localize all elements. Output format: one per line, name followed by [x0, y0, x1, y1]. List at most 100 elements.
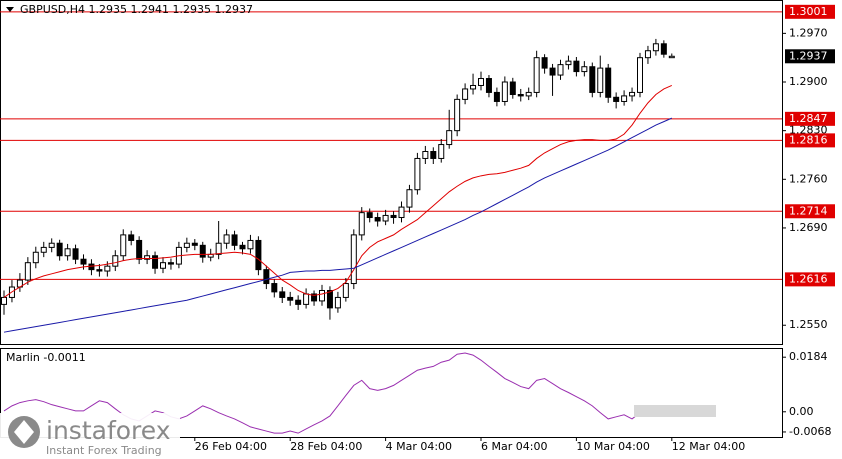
candle-body: [485, 78, 492, 93]
candle-body: [668, 55, 675, 59]
candle-body: [223, 234, 230, 244]
close: 1.2937: [214, 3, 253, 16]
level-label-box: [785, 272, 835, 287]
candle-body: [390, 214, 397, 219]
candle-body: [438, 144, 445, 159]
candle-body: [454, 98, 461, 132]
candle-body: [398, 206, 405, 219]
indicator-tick-label: -0.0068: [789, 425, 831, 438]
brand: instaforex: [46, 416, 171, 445]
candle-body: [533, 57, 540, 93]
candle-body: [183, 242, 190, 248]
candle-body: [247, 239, 254, 250]
candle-body: [374, 217, 381, 222]
level-label: 1.2816: [789, 133, 828, 146]
candle-body: [64, 248, 71, 257]
candle-body: [287, 296, 294, 301]
candle-body: [199, 244, 206, 258]
candle-body: [637, 57, 643, 93]
candle-body: [366, 212, 373, 219]
candle-body: [509, 81, 516, 96]
candle-body: [541, 57, 548, 69]
y-tick-label: 1.2690: [789, 221, 828, 234]
y-tick-label: 1.2550: [789, 318, 828, 331]
candle-body: [422, 150, 429, 159]
candle-body: [128, 234, 135, 241]
candle-body: [144, 255, 151, 260]
candle-body: [501, 81, 508, 102]
candle-body: [581, 66, 588, 73]
candle-body: [48, 242, 55, 248]
indicator-pane: [0, 348, 783, 438]
candle-body: [104, 265, 111, 272]
candle-body: [215, 242, 222, 255]
candle-body: [493, 91, 500, 102]
candle-body: [1, 296, 7, 305]
tagline: Instant Forex Trading: [46, 444, 162, 457]
level-label-box: [785, 133, 835, 148]
main-pane: [0, 0, 783, 345]
candle-body: [573, 60, 580, 73]
level-label-box: [785, 111, 835, 126]
logo-mark: [14, 420, 34, 444]
candle-body: [152, 255, 159, 269]
indicator-name: Marlin: [6, 351, 40, 364]
candle-body: [72, 248, 79, 260]
candle-body: [96, 269, 103, 272]
candle-body: [406, 189, 413, 208]
candle-body: [112, 255, 119, 267]
watermark: instaforex Instant Forex Trading: [0, 413, 180, 459]
candle-body: [88, 263, 95, 271]
candle-body: [319, 289, 325, 302]
y-tick-label: 1.2970: [789, 26, 828, 39]
level-label: 1.3001: [789, 5, 828, 18]
candle-body: [350, 234, 357, 285]
candle-body: [462, 88, 469, 100]
candle-body: [295, 299, 302, 305]
marks: 1.25501.26901.27601.28301.29001.29700.01…: [0, 4, 835, 453]
candle-body: [430, 150, 437, 159]
candle-body: [613, 96, 620, 102]
x-tick-label: 12 Mar 04:00: [672, 440, 745, 453]
candle-body: [597, 67, 604, 93]
candle-body: [565, 60, 572, 66]
level-label: 1.2616: [789, 272, 828, 285]
candle-body: [263, 269, 270, 285]
price-label: 1.2937: [789, 49, 828, 62]
candle-body: [660, 43, 667, 55]
candle-body: [311, 293, 318, 302]
indicator-line: [3, 352, 672, 434]
moving-average: [3, 117, 673, 333]
moving-average: [3, 85, 673, 298]
candle-body: [136, 239, 143, 260]
candle-body: [80, 258, 87, 265]
candle-body: [517, 94, 524, 97]
indicator-title: Marlin -0.0011: [6, 351, 86, 364]
candle-body: [470, 84, 477, 90]
level-label: 1.2847: [789, 112, 828, 125]
candle-body: [326, 289, 333, 309]
candle-body: [644, 50, 651, 59]
candle-body: [589, 66, 596, 93]
header: GBPUSD,H4 1.2935 1.2941 1.2935 1.2937: [20, 3, 253, 16]
candle-body: [414, 157, 421, 191]
open: 1.2935: [88, 3, 127, 16]
indicator-tick-label: 0.0184: [789, 350, 828, 363]
x-tick-label: 26 Feb 04:00: [195, 440, 267, 453]
symbol: GBPUSD,H4: [20, 3, 85, 16]
menu-arrow: [6, 7, 14, 12]
candle-body: [56, 242, 63, 257]
x-tick-label: 4 Mar 04:00: [386, 440, 452, 453]
x-tick-label: 6 Mar 04:00: [481, 440, 547, 453]
candle-body: [40, 246, 47, 253]
candle-body: [446, 130, 453, 146]
candle-body: [629, 91, 636, 97]
candle-body: [231, 234, 238, 246]
y-tick-label: 1.2760: [789, 172, 828, 185]
price-box: [785, 49, 835, 64]
level-label-box: [785, 204, 835, 219]
candle-body: [525, 91, 532, 97]
candle-body: [358, 212, 365, 236]
candle-body: [382, 214, 389, 222]
indicator-tick-label: 0.00: [789, 405, 814, 418]
